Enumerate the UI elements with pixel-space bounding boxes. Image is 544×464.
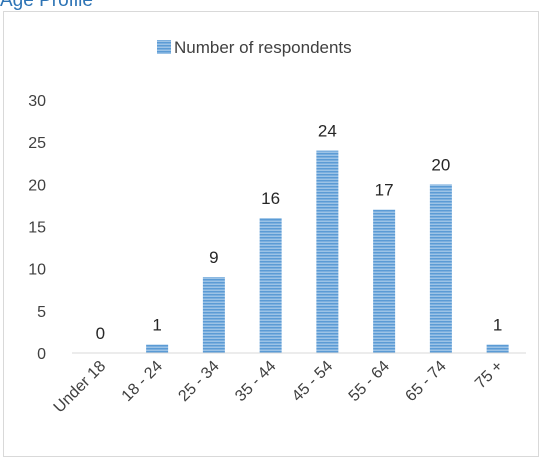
x-tick-label: 25 - 34 <box>175 358 222 405</box>
legend-swatch <box>157 40 171 54</box>
x-tick-label: 18 - 24 <box>119 358 166 405</box>
bar <box>373 209 396 353</box>
bar <box>202 277 225 353</box>
x-tick-label: 55 - 64 <box>346 358 393 405</box>
legend-label: Number of respondents <box>174 38 352 57</box>
chart-legend: Number of respondents <box>157 38 352 57</box>
y-tick-label: 20 <box>28 177 46 194</box>
x-tick-label: Under 18 <box>51 358 110 417</box>
data-label: 20 <box>431 155 450 174</box>
bar <box>316 150 339 353</box>
bar <box>259 218 282 353</box>
page-title: Age Profile <box>0 0 93 11</box>
y-tick-label: 15 <box>28 220 46 237</box>
y-tick-label: 30 <box>28 93 46 110</box>
data-label: 16 <box>261 189 280 208</box>
y-tick-label: 5 <box>37 304 46 321</box>
data-label: 1 <box>493 316 502 335</box>
y-tick-label: 0 <box>37 346 46 363</box>
bar <box>486 344 509 353</box>
bar <box>146 344 169 353</box>
data-label: 1 <box>152 316 161 335</box>
x-tick-label: 35 - 44 <box>232 358 279 405</box>
data-label: 9 <box>209 248 218 267</box>
bar <box>429 184 452 353</box>
data-label: 0 <box>96 324 105 343</box>
x-tick-label: 75 + <box>472 358 506 392</box>
x-tick-label: 45 - 54 <box>289 358 336 405</box>
y-tick-label: 25 <box>28 135 46 152</box>
y-tick-label: 10 <box>28 262 46 279</box>
data-label: 17 <box>375 181 394 200</box>
chart-frame <box>3 11 539 457</box>
x-tick-label: 65 - 74 <box>402 358 449 405</box>
data-label: 24 <box>318 122 337 141</box>
